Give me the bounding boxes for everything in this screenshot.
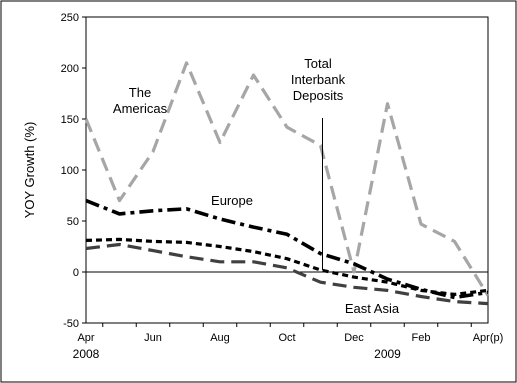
x-tick-label: Oct [278, 332, 295, 344]
x-tick-label: Aug [210, 332, 230, 344]
y-tick-label: 250 [61, 12, 79, 24]
series-label: Total Interbank Deposits [291, 56, 346, 103]
series-label: Europe [211, 193, 253, 208]
axes-group: -50 0 50 100 150 200 250 Apr Jun Aug Oct Dec Feb Apr(… [61, 12, 504, 361]
y-axis-title: YOY Growth (%) [22, 122, 37, 219]
series-label: The Americas [113, 85, 168, 116]
annotation-group: The Americas Europe Total Interbank Deposits E… [113, 56, 400, 316]
year-label: 2008 [73, 347, 100, 361]
x-tick-label: Jun [144, 332, 162, 344]
series-group [84, 61, 490, 306]
y-tick-label: 150 [61, 114, 79, 126]
x-tick-label: Dec [344, 332, 364, 344]
series-label: East Asia [345, 301, 400, 316]
y-tick-label: -50 [63, 318, 79, 330]
x-tick-label: Apr [77, 332, 94, 344]
x-tick-label: Feb [412, 332, 431, 344]
y-tick-label: 200 [61, 63, 79, 75]
series-line [85, 242, 489, 306]
series-line [85, 198, 489, 300]
y-tick-label: 0 [73, 267, 79, 279]
x-tick-label: Apr(p) [473, 332, 504, 344]
y-tick-label: 100 [61, 165, 79, 177]
series-line [84, 61, 490, 297]
year-label: 2009 [374, 347, 401, 361]
y-tick-label: 50 [67, 216, 79, 228]
series-line [85, 237, 489, 296]
